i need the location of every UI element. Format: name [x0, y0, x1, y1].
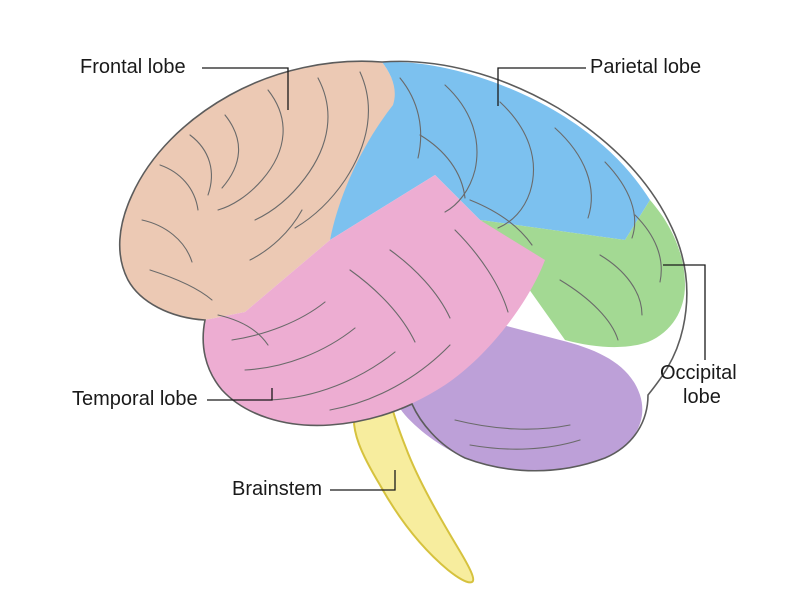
label-parietal: Parietal lobe — [590, 56, 701, 79]
label-frontal: Frontal lobe — [80, 56, 186, 79]
label-temporal: Temporal lobe — [72, 388, 198, 411]
brain-svg — [0, 0, 800, 606]
brain-lobes-diagram: Frontal lobe Parietal lobe Temporal lobe… — [0, 0, 800, 606]
label-brainstem: Brainstem — [232, 478, 322, 501]
label-occipital-1: Occipital — [660, 362, 737, 385]
label-occipital-2: lobe — [683, 386, 721, 409]
